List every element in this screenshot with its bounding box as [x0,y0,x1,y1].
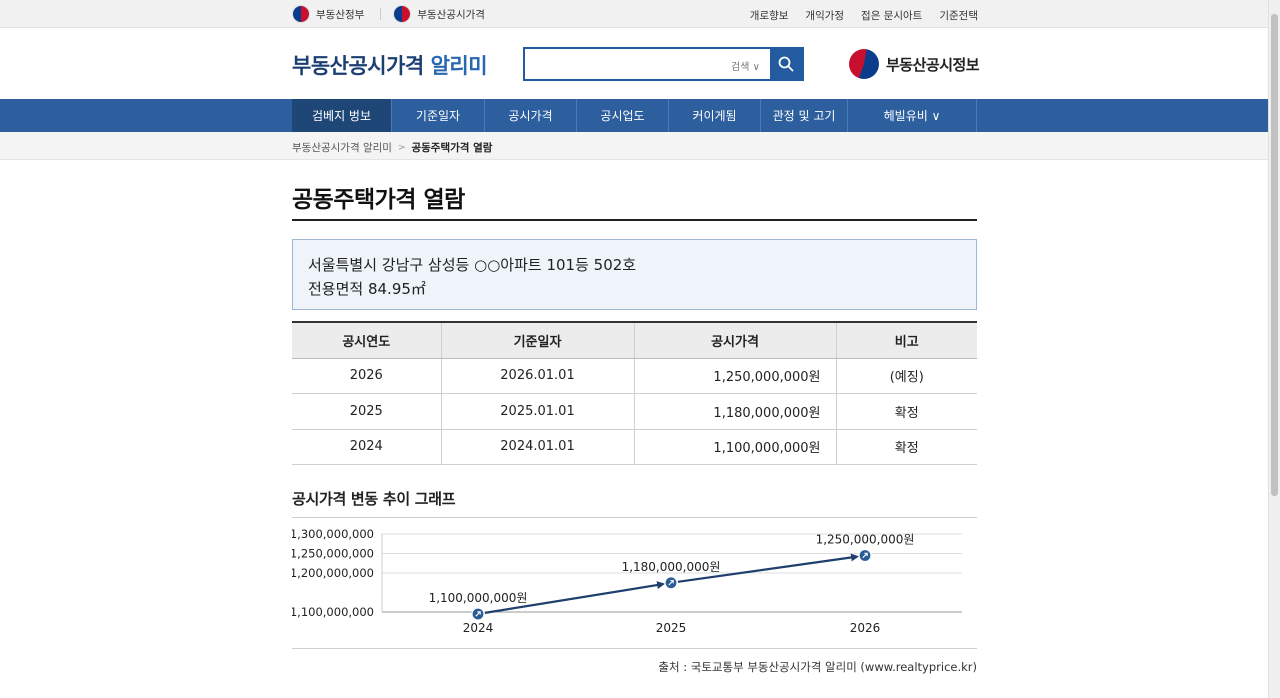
cell-note: 확정 [835,429,977,465]
cell-note: (예징) [835,358,977,394]
bottom-divider [292,648,977,649]
nav-item-4[interactable]: 공시업도 [577,99,669,132]
util-link-price[interactable]: 부동산공시가격 [393,5,485,23]
chart-series-line [484,553,860,614]
cell-date: 2024.01.01 [440,429,634,465]
chart-points [471,548,872,621]
search-box: 검색 ∨ [523,47,804,81]
column-header-date: 기준일자 [440,321,634,359]
util-right-link-1[interactable]: 개로향보 [749,10,789,22]
utility-bar: 부동산정부 부동산공시가격 개로향보 개익가정 접은 문시아트 기준전택 [0,0,1268,28]
site-title-main: 부동산공시가격 [292,54,424,78]
column-header-price: 공시가격 [633,321,836,359]
util-link-label: 부동산공시가격 [417,8,485,21]
scrollbar-thumb[interactable] [1271,14,1278,496]
breadcrumb-home[interactable]: 부동산공시가격 알리미 [292,142,392,154]
brand-label: 부동산공시정보 [886,55,980,74]
cell-note: 확정 [835,393,977,430]
page-title: 공동주택가격 열람 [292,187,465,213]
util-right-link-3[interactable]: 접은 문시아트 [861,10,923,22]
breadcrumb: 부동산공시가격 알리미 > 공동주택가격 열람 [292,140,492,155]
taegeuk-emblem-icon [849,49,879,79]
y-tick-label: 1,100,000,000 [292,605,374,619]
y-tick-label: 1,200,000,000 [292,566,374,580]
breadcrumb-bar: 부동산공시가격 알리미 > 공동주택가격 열람 [0,132,1268,160]
cell-price: 1,180,000,000원 [633,393,836,430]
column-header-year: 공시연도 [292,321,441,359]
search-button[interactable] [770,49,802,79]
trend-up-arrow-icon [668,580,674,586]
title-divider [292,219,977,221]
trend-up-arrow-icon [475,611,481,617]
price-trend-chart: 1,100,000,000 1,200,000,000 1,250,000,000 1… [292,527,962,635]
cell-date: 2026.01.01 [440,358,634,394]
y-tick-label: 1,250,000,000 [292,547,374,561]
source-note: 출처 : 국토교통부 부동산공시가격 알리미 (www.realtyprice.… [658,660,977,674]
government-emblem-icon [292,5,310,23]
chart-title: 공시가격 변동 추이 그래프 [292,490,456,508]
chart-data-labels: 1,100,000,000원 1,180,000,000원 1,250,000,00… [429,533,915,606]
table-header-row: 공시연도 기준일자 공시가격 비고 [292,321,977,359]
util-right-link-2[interactable]: 개익가정 [805,10,845,22]
cell-year: 2025 [292,393,441,430]
cell-year: 2026 [292,358,441,394]
search-option-dropdown[interactable]: 검색 ∨ [731,62,760,73]
data-label: 1,100,000,000원 [429,591,528,605]
ministry-brand[interactable]: 부동산공시정보 [849,49,980,79]
nav-item-6[interactable]: 관정 및 고기 [761,99,848,132]
property-info-box: 서울특별시 강남구 삼성등 ○○아파트 101등 502호 전용면적 84.95… [292,239,977,310]
main-nav: 검베지 벙보 기준일자 공시가격 공시업도 커이게됨 관정 및 고기 헤빌유비 … [0,99,1268,132]
government-emblem-icon [393,5,412,23]
table-row: 2026 2026.01.01 1,250,000,000원 (예징) [292,358,977,394]
search-icon [778,56,794,72]
util-link-label: 부동산정부 [316,8,365,21]
nav-item-3[interactable]: 공시가격 [485,99,577,132]
breadcrumb-separator: > [397,142,406,153]
column-header-note: 비고 [835,321,977,359]
x-tick-label: 2025 [656,621,687,635]
nav-item-5[interactable]: 커이게됨 [669,99,761,132]
table-row: 2025 2025.01.01 1,180,000,000원 확정 [292,393,977,430]
property-address: 서울특별시 강남구 삼성등 ○○아파트 101등 502호 [308,256,637,274]
utility-left-links: 부동산정부 부동산공시가격 [292,5,501,23]
cell-year: 2024 [292,429,441,465]
property-area: 전용면적 84.95㎡ [308,280,426,298]
data-label: 1,250,000,000원 [816,533,915,547]
site-header: 부동산공시가격 알리미 검색 ∨ 부동산공시정보 [0,28,1268,99]
cell-date: 2025.01.01 [440,393,634,430]
breadcrumb-current: 공동주택가격 열람 [411,142,493,154]
table-row: 2024 2024.01.01 1,100,000,000원 확정 [292,429,977,465]
nav-item-7[interactable]: 헤빌유비 ∨ [848,99,977,132]
nav-item-1[interactable]: 검베지 벙보 [292,99,392,132]
site-title-accent: 알리미 [430,54,488,78]
cell-price: 1,250,000,000원 [633,358,836,394]
util-right-link-4[interactable]: 기준전택 [939,10,978,22]
search-input[interactable] [525,49,725,79]
site-title[interactable]: 부동산공시가격 알리미 [292,50,488,80]
x-tick-label: 2024 [463,621,494,635]
chart-divider [292,517,977,518]
y-tick-label: 1,300,000,000 [292,527,374,541]
nav-item-2[interactable]: 기준일자 [392,99,485,132]
cell-price: 1,100,000,000원 [633,429,836,465]
series-segment [484,581,666,614]
data-label: 1,180,000,000원 [622,560,721,574]
util-link-government[interactable]: 부동산정부 [292,5,364,23]
chart-x-axis: 2024 2025 2026 [463,621,881,635]
chart-y-axis: 1,100,000,000 1,200,000,000 1,250,000,000 1… [292,527,374,619]
divider [380,8,382,20]
price-table: 공시연도 기준일자 공시가격 비고 2026 2026.01.01 1,250,… [292,321,977,465]
series-segment [677,553,860,583]
trend-up-arrow-icon [862,552,868,559]
utility-right-links: 개로향보 개익가정 접은 문시아트 기준전택 [733,8,978,23]
x-tick-label: 2026 [850,621,881,635]
vertical-scrollbar[interactable] [1268,0,1280,698]
